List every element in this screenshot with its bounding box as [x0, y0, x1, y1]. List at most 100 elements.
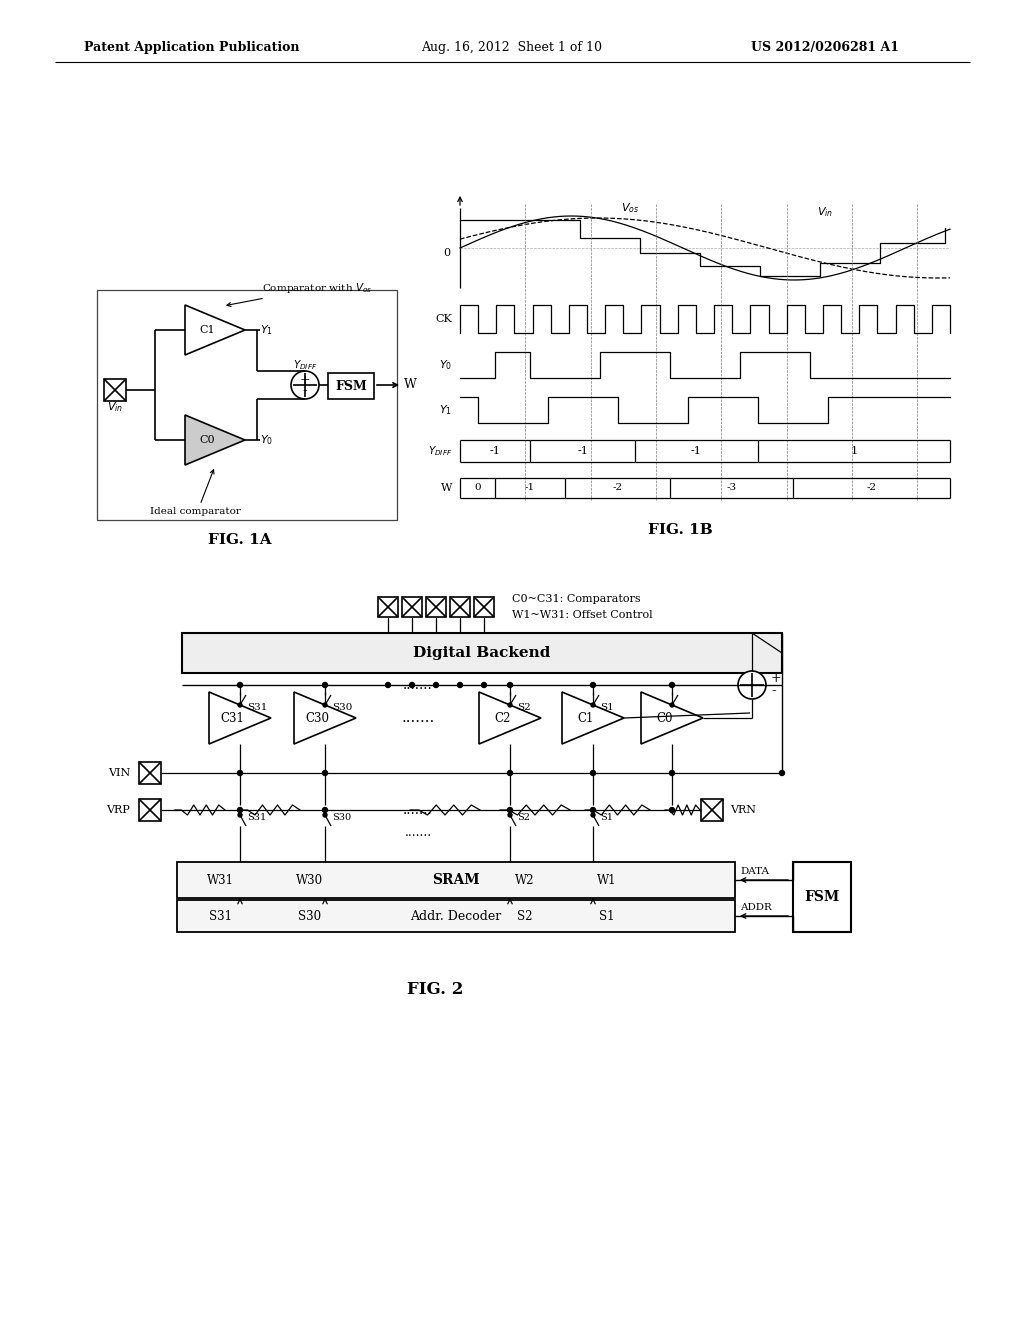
Text: W: W — [403, 379, 417, 392]
Text: VRP: VRP — [106, 805, 130, 814]
Text: .......: ....... — [404, 825, 431, 838]
Text: 1: 1 — [850, 446, 857, 455]
Text: S30: S30 — [298, 909, 322, 923]
Text: FSM: FSM — [805, 890, 840, 904]
Bar — [182, 634, 782, 673]
Text: W30: W30 — [296, 874, 324, 887]
Text: $Y_{DIFF}$: $Y_{DIFF}$ — [293, 358, 317, 372]
Bar — [426, 597, 446, 616]
Text: -1: -1 — [691, 446, 701, 455]
Bar — [450, 597, 470, 616]
Circle shape — [323, 813, 327, 817]
Text: FSM: FSM — [335, 380, 367, 392]
Bar — [328, 374, 374, 399]
Circle shape — [323, 682, 328, 688]
Text: S1: S1 — [600, 813, 613, 822]
Bar — [177, 862, 735, 898]
Bar — [402, 597, 422, 616]
Text: S31: S31 — [247, 704, 267, 713]
Text: 0: 0 — [474, 483, 481, 492]
Text: Digital Backend: Digital Backend — [414, 645, 551, 660]
Text: $Y_0$: $Y_0$ — [439, 358, 452, 372]
Circle shape — [433, 682, 438, 688]
Text: C2: C2 — [494, 711, 510, 725]
Circle shape — [738, 671, 766, 700]
Bar — [701, 799, 723, 821]
Text: S30: S30 — [332, 813, 351, 822]
Polygon shape — [294, 692, 356, 744]
Circle shape — [481, 682, 486, 688]
Text: -1: -1 — [578, 446, 588, 455]
Text: S31: S31 — [247, 813, 266, 822]
Text: CK: CK — [435, 314, 452, 323]
Circle shape — [323, 808, 328, 813]
Circle shape — [670, 808, 675, 813]
Polygon shape — [185, 414, 245, 465]
Bar — [104, 379, 126, 401]
Text: FIG. 2: FIG. 2 — [407, 982, 463, 998]
Text: .......: ....... — [403, 803, 433, 817]
Text: $Y_1$: $Y_1$ — [439, 403, 452, 417]
Text: VIN: VIN — [108, 768, 130, 777]
Circle shape — [591, 704, 595, 708]
Text: C0~C31: Comparators: C0~C31: Comparators — [512, 594, 641, 605]
Text: SRAM: SRAM — [432, 873, 480, 887]
Text: C0: C0 — [656, 711, 673, 725]
Polygon shape — [185, 305, 245, 355]
Text: .......: ....... — [401, 711, 434, 725]
Text: $Y_1$: $Y_1$ — [260, 323, 273, 337]
Circle shape — [670, 704, 674, 708]
Circle shape — [670, 771, 675, 776]
Text: -1: -1 — [489, 446, 501, 455]
Text: +: + — [771, 672, 781, 685]
Text: US 2012/0206281 A1: US 2012/0206281 A1 — [751, 41, 899, 54]
Text: DATA: DATA — [740, 867, 769, 876]
Circle shape — [458, 682, 463, 688]
Text: +: + — [300, 374, 310, 387]
Circle shape — [238, 813, 242, 817]
Text: W1~W31: Offset Control: W1~W31: Offset Control — [512, 610, 652, 620]
Circle shape — [591, 771, 596, 776]
Text: C30: C30 — [305, 711, 330, 725]
Text: .......: ....... — [403, 678, 433, 692]
Text: -2: -2 — [866, 483, 877, 492]
Text: C31: C31 — [220, 711, 244, 725]
Text: $V_{in}$: $V_{in}$ — [817, 205, 834, 219]
Text: Aug. 16, 2012  Sheet 1 of 10: Aug. 16, 2012 Sheet 1 of 10 — [422, 41, 602, 54]
Text: -2: -2 — [612, 483, 623, 492]
Polygon shape — [209, 692, 271, 744]
Circle shape — [238, 808, 243, 813]
Text: Patent Application Publication: Patent Application Publication — [84, 41, 300, 54]
Text: $V_{in}$: $V_{in}$ — [106, 400, 123, 414]
Circle shape — [508, 704, 512, 708]
Circle shape — [323, 704, 327, 708]
Circle shape — [779, 771, 784, 776]
Text: S2: S2 — [517, 909, 532, 923]
Text: ADDR: ADDR — [740, 903, 772, 912]
Text: Addr. Decoder: Addr. Decoder — [411, 909, 502, 923]
Circle shape — [291, 371, 319, 399]
Circle shape — [238, 682, 243, 688]
Text: -: - — [303, 384, 307, 399]
Text: Comparator with $V_{os}$: Comparator with $V_{os}$ — [262, 281, 372, 294]
Text: C1: C1 — [200, 325, 215, 335]
Bar — [177, 900, 735, 932]
Bar — [97, 290, 397, 520]
Circle shape — [323, 771, 328, 776]
Circle shape — [238, 771, 243, 776]
Polygon shape — [562, 692, 624, 744]
Text: VRN: VRN — [730, 805, 756, 814]
Bar — [139, 762, 161, 784]
Bar — [378, 597, 398, 616]
Text: -: - — [771, 684, 776, 698]
Bar — [139, 799, 161, 821]
Text: FIG. 1A: FIG. 1A — [208, 533, 271, 546]
Text: C0: C0 — [200, 436, 215, 445]
Circle shape — [591, 813, 595, 817]
Circle shape — [508, 771, 512, 776]
Circle shape — [410, 682, 415, 688]
Text: S2: S2 — [517, 813, 530, 822]
Text: W: W — [440, 483, 452, 492]
Text: W2: W2 — [515, 874, 535, 887]
Text: Ideal comparator: Ideal comparator — [150, 507, 241, 516]
